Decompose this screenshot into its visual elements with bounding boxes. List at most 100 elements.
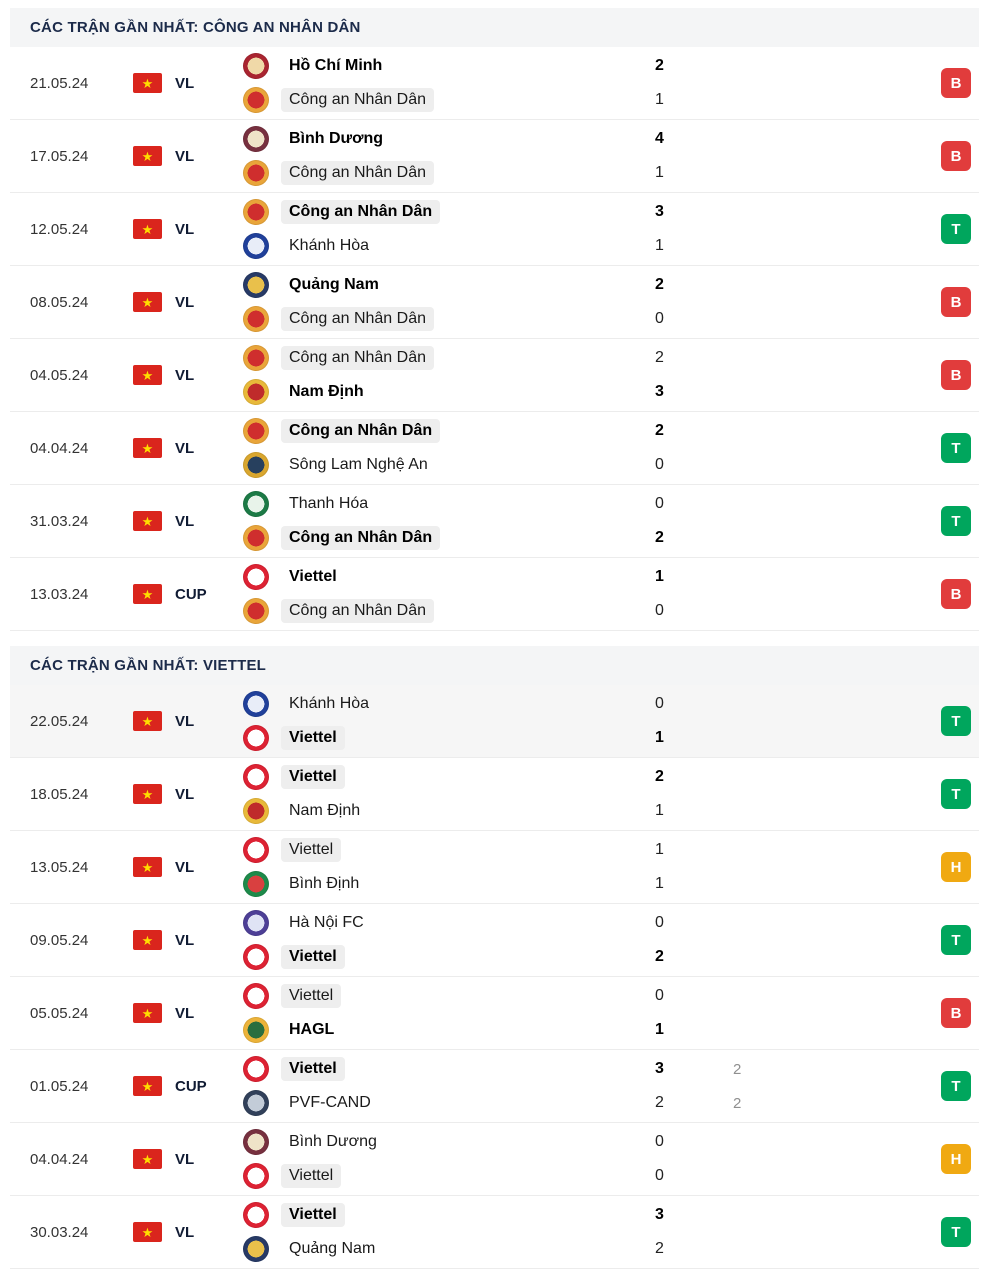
team-name[interactable]: Viettel (281, 838, 342, 862)
team-logo-icon (243, 1090, 269, 1116)
team-cell: Khánh Hòa (243, 233, 655, 259)
match-row[interactable]: 13.03.24 ★ CUP Viettel 1 Công an Nhân Dâ… (10, 558, 979, 631)
result-badge: B (941, 360, 971, 390)
match-row[interactable]: 01.05.24 ★ CUP Viettel 3 2 PVF-CAND 2 2 … (10, 1050, 979, 1123)
match-row[interactable]: 04.04.24 ★ VL Bình Dương 0 Viettel 0 H (10, 1123, 979, 1196)
team-name[interactable]: Hà Nội FC (289, 914, 364, 931)
match-row[interactable]: 05.05.24 ★ VL Viettel 0 HAGL 1 B (10, 977, 979, 1050)
match-row[interactable]: 08.05.24 ★ VL Quảng Nam 2 Công an Nhân D… (10, 266, 979, 339)
team-logo-icon (243, 725, 269, 751)
team-score: 1 (655, 91, 664, 108)
team-score: 0 (655, 1167, 664, 1184)
team-name[interactable]: Công an Nhân Dân (281, 346, 434, 370)
team-name[interactable]: Khánh Hòa (289, 695, 370, 712)
team-name[interactable]: Quảng Nam (289, 1240, 376, 1257)
team-cell: HAGL (243, 1017, 655, 1043)
match-teams: Hà Nội FC 0 Viettel 2 (243, 910, 941, 971)
star-icon: ★ (141, 75, 154, 91)
team-line: Viettel 2 (243, 764, 941, 791)
team-line: PVF-CAND 2 2 (243, 1090, 941, 1117)
team-name[interactable]: Thanh Hóa (289, 495, 369, 512)
team-name[interactable]: Công an Nhân Dân (281, 88, 434, 112)
team-name[interactable]: Công an Nhân Dân (281, 161, 434, 185)
team-name[interactable]: Nam Định (289, 802, 361, 819)
match-row[interactable]: 04.05.24 ★ VL Công an Nhân Dân 2 Nam Địn… (10, 339, 979, 412)
star-icon: ★ (141, 586, 154, 602)
result-badge: T (941, 779, 971, 809)
team-cell: Viettel (243, 764, 655, 790)
team-line: HAGL 1 (243, 1017, 941, 1044)
team-score: 2 (655, 1240, 664, 1257)
team-score: 1 (655, 164, 664, 181)
match-row[interactable]: 18.05.24 ★ VL Viettel 2 Nam Định 1 T (10, 758, 979, 831)
vietnam-flag-icon: ★ (133, 438, 162, 458)
team-name[interactable]: HAGL (289, 1021, 335, 1038)
team-name[interactable]: Viettel (281, 1164, 342, 1188)
match-row[interactable]: 30.03.24 ★ VL Viettel 3 Quảng Nam 2 T (10, 1196, 979, 1269)
team-line: Nam Định 3 (243, 379, 941, 406)
match-row[interactable]: 12.05.24 ★ VL Công an Nhân Dân 3 Khánh H… (10, 193, 979, 266)
competition: ★ VL (133, 365, 243, 385)
match-row[interactable]: 31.03.24 ★ VL Thanh Hóa 0 Công an Nhân D… (10, 485, 979, 558)
team-logo-icon (243, 379, 269, 405)
team-logo-icon (243, 798, 269, 824)
match-row[interactable]: 04.04.24 ★ VL Công an Nhân Dân 2 Sông La… (10, 412, 979, 485)
team-name[interactable]: Viettel (289, 568, 337, 585)
match-date: 13.03.24 (30, 585, 89, 603)
competition: ★ VL (133, 73, 243, 93)
team-name[interactable]: Hồ Chí Minh (289, 57, 383, 74)
team-name[interactable]: Viettel (281, 945, 345, 969)
match-date: 17.05.24 (30, 147, 89, 165)
team-cell: Công an Nhân Dân (243, 160, 655, 186)
team-logo-icon (243, 1129, 269, 1155)
result-badge: B (941, 579, 971, 609)
team-cell: Viettel (243, 1202, 655, 1228)
team-line: Công an Nhân Dân 0 (243, 598, 941, 625)
team-cell: Sông Lam Nghệ An (243, 452, 655, 478)
match-history-page: CÁC TRẬN GẦN NHẤT: CÔNG AN NHÂN DÂN 21.0… (10, 8, 979, 1269)
result-badge: H (941, 852, 971, 882)
team-name[interactable]: Công an Nhân Dân (281, 599, 434, 623)
match-row[interactable]: 17.05.24 ★ VL Bình Dương 4 Công an Nhân … (10, 120, 979, 193)
team-name[interactable]: Công an Nhân Dân (281, 200, 441, 224)
result-badge: B (941, 141, 971, 171)
team-name[interactable]: PVF-CAND (289, 1094, 371, 1111)
match-date: 04.04.24 (30, 439, 89, 457)
star-icon: ★ (141, 932, 154, 948)
match-row[interactable]: 13.05.24 ★ VL Viettel 1 Bình Định 1 H (10, 831, 979, 904)
team-name[interactable]: Viettel (281, 1203, 345, 1227)
team-name[interactable]: Viettel (281, 1057, 345, 1081)
team-logo-icon (243, 306, 269, 332)
team-name[interactable]: Viettel (281, 765, 345, 789)
match-row[interactable]: 21.05.24 ★ VL Hồ Chí Minh 2 Công an Nhân… (10, 47, 979, 120)
result-badge: T (941, 433, 971, 463)
team-name[interactable]: Bình Định (289, 875, 360, 892)
team-logo-icon (243, 564, 269, 590)
team-line: Viettel 3 2 (243, 1056, 941, 1083)
team-name[interactable]: Công an Nhân Dân (281, 307, 434, 331)
team-cell: Công an Nhân Dân (243, 345, 655, 371)
result-badge: H (941, 1144, 971, 1174)
result-badge: T (941, 1071, 971, 1101)
team-name[interactable]: Khánh Hòa (289, 237, 370, 254)
match-row[interactable]: 22.05.24 ★ VL Khánh Hòa 0 Viettel 1 T (10, 685, 979, 758)
team-logo-icon (243, 598, 269, 624)
team-name[interactable]: Nam Định (289, 383, 364, 400)
team-name[interactable]: Bình Dương (289, 130, 384, 147)
team-cell: Công an Nhân Dân (243, 598, 655, 624)
team-logo-icon (243, 1056, 269, 1082)
team-name[interactable]: Sông Lam Nghệ An (289, 456, 428, 473)
match-row[interactable]: 09.05.24 ★ VL Hà Nội FC 0 Viettel 2 T (10, 904, 979, 977)
competition: ★ VL (133, 1003, 243, 1023)
team-name[interactable]: Công an Nhân Dân (281, 526, 441, 550)
team-name[interactable]: Viettel (281, 984, 342, 1008)
team-name[interactable]: Bình Dương (289, 1133, 377, 1150)
team-name[interactable]: Quảng Nam (289, 276, 379, 293)
match-date: 30.03.24 (30, 1223, 89, 1241)
team-line: Viettel 1 (243, 725, 941, 752)
team-logo-icon (243, 491, 269, 517)
result-badge: B (941, 287, 971, 317)
team-logo-icon (243, 1236, 269, 1262)
team-name[interactable]: Viettel (281, 726, 345, 750)
team-name[interactable]: Công an Nhân Dân (281, 419, 441, 443)
